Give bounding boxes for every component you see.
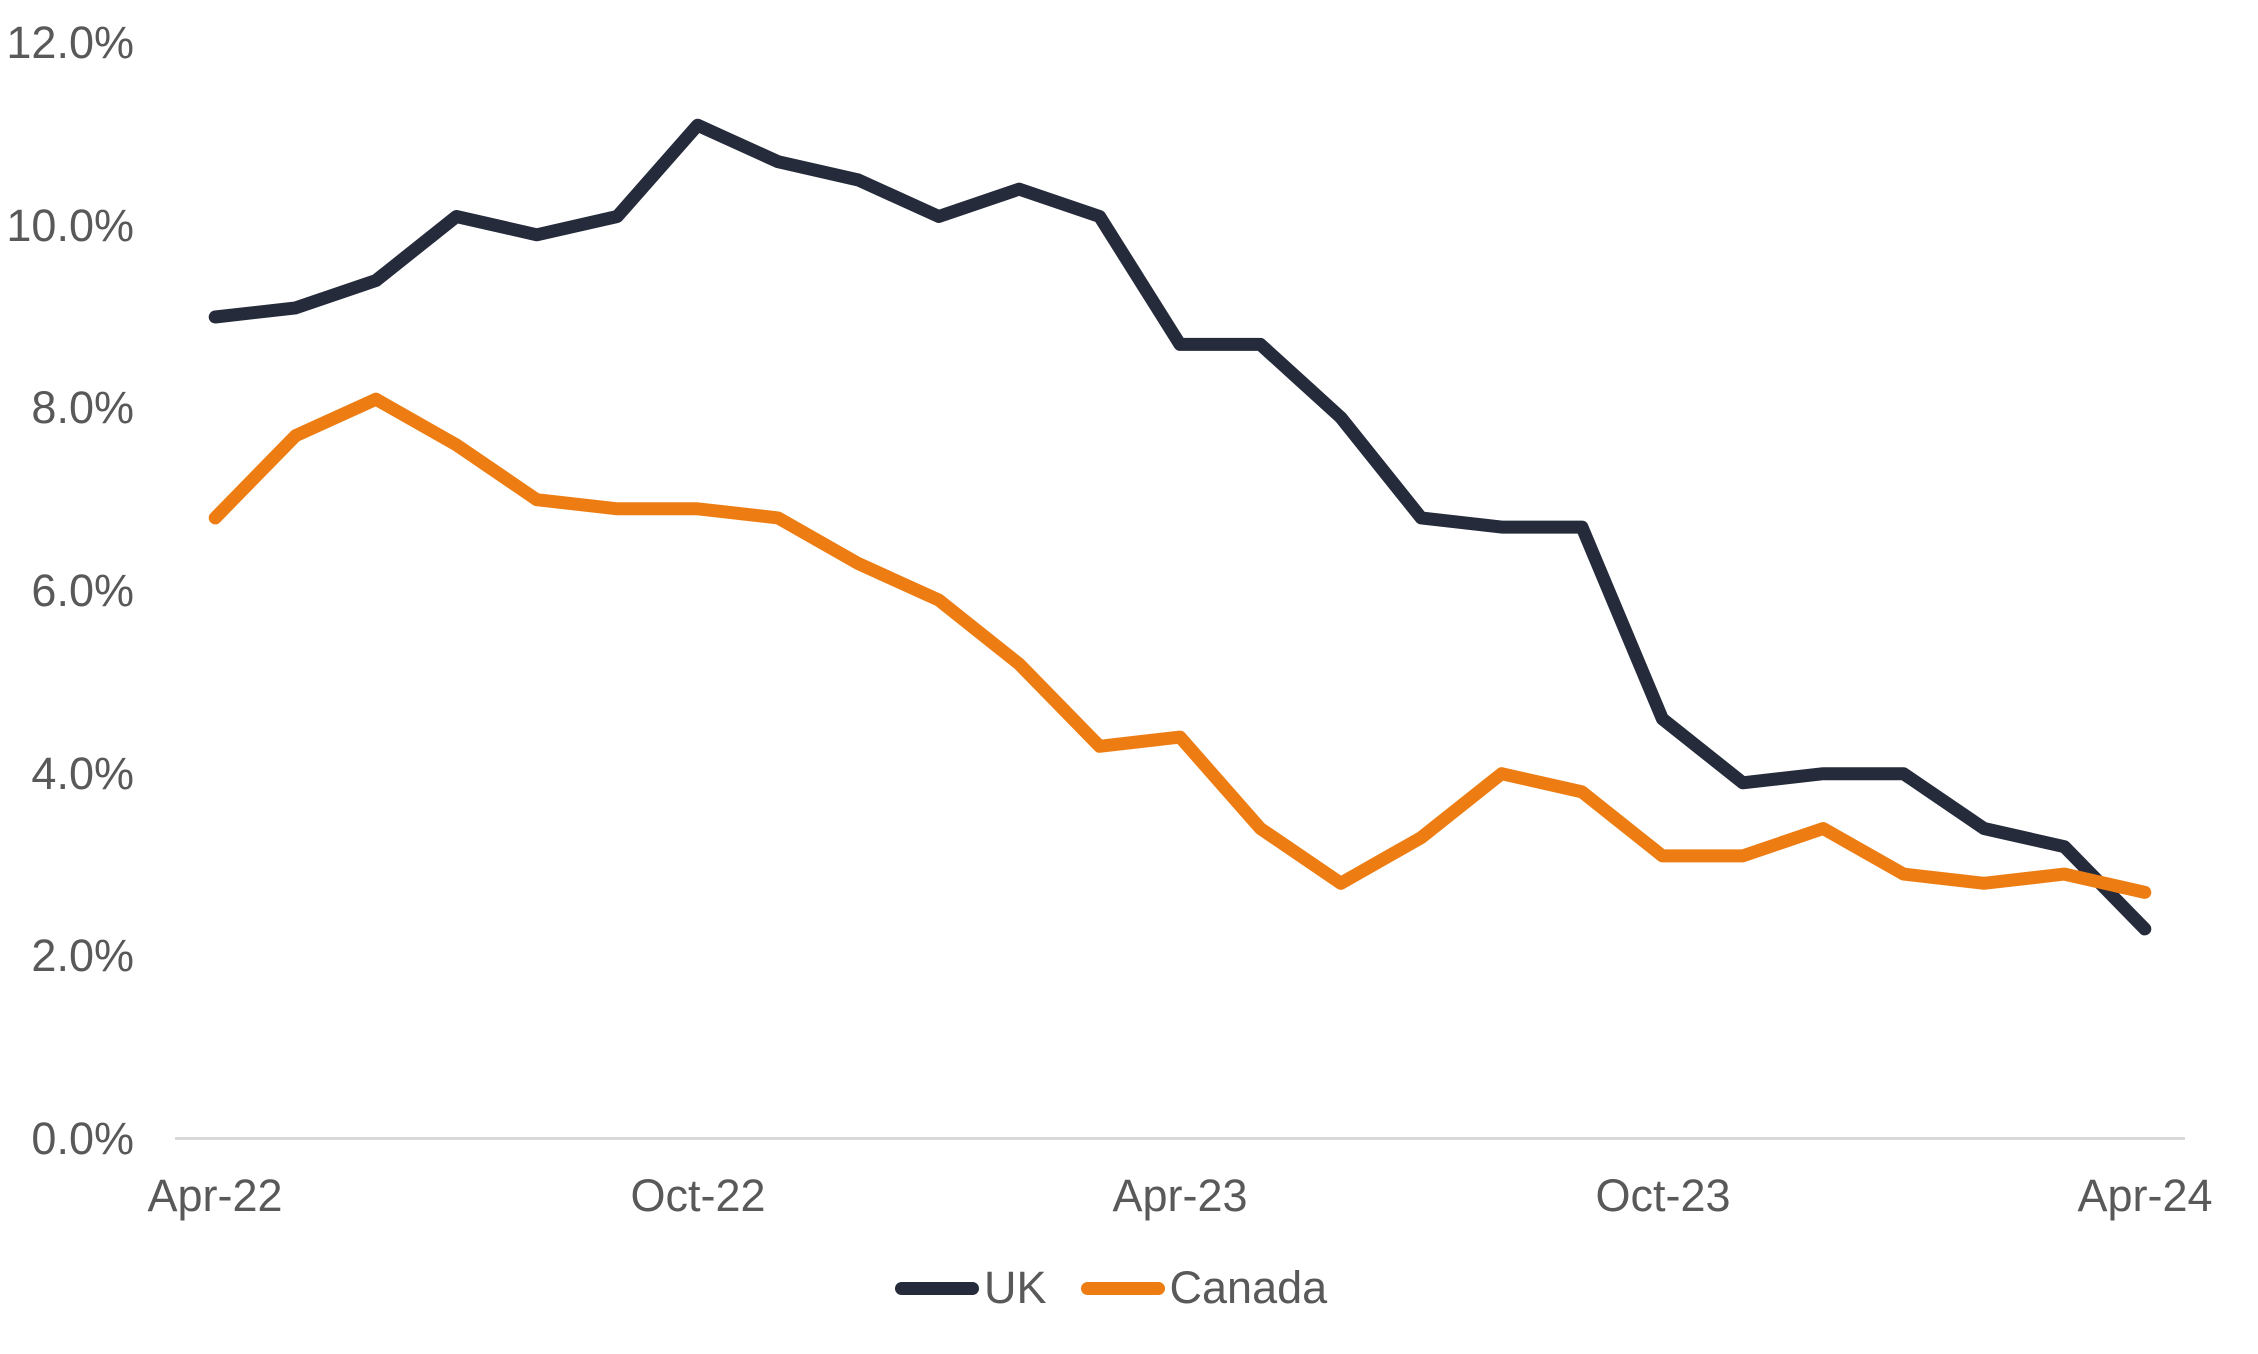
y-axis-tick-label: 8.0%: [31, 382, 134, 433]
y-axis-tick-label: 2.0%: [31, 930, 134, 981]
y-axis-tick-label: 0.0%: [31, 1113, 134, 1164]
legend-label-uk: UK: [984, 1262, 1047, 1313]
x-axis-tick-label: Apr-22: [147, 1170, 283, 1221]
legend: UK Canada: [895, 1262, 1327, 1314]
y-axis-tick-label: 12.0%: [6, 17, 134, 68]
x-axis-tick-label: Oct-23: [1595, 1170, 1731, 1221]
uk-line-swatch-icon: [895, 1281, 979, 1295]
legend-label-canada: Canada: [1169, 1262, 1328, 1313]
y-axis-tick-label: 4.0%: [31, 748, 134, 799]
x-axis-tick-label: Apr-23: [1112, 1170, 1248, 1221]
x-axis-line: [175, 1137, 2185, 1140]
y-axis-tick-label: 6.0%: [31, 565, 134, 616]
y-axis-tick-label: 10.0%: [6, 200, 134, 251]
x-axis-tick-label: Apr-24: [2077, 1170, 2213, 1221]
legend-item-uk: UK: [895, 1262, 1047, 1314]
canada-line: [208, 392, 2152, 899]
canada-line-swatch-icon: [1080, 1281, 1165, 1295]
uk-line: [208, 118, 2152, 936]
x-axis-tick-label: Oct-22: [630, 1170, 766, 1221]
legend-item-canada: Canada: [1080, 1262, 1328, 1314]
